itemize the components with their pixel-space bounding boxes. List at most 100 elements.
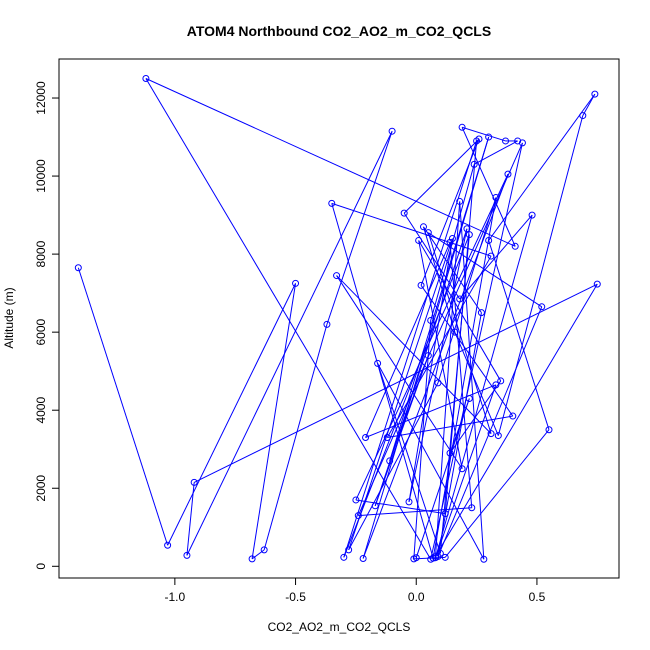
series-segment [263,324,328,551]
series-segment [362,173,509,559]
series-segment [430,164,475,321]
series-segment [473,140,518,165]
data-point [417,281,425,289]
series-segment [167,283,297,546]
series-segment [488,93,596,241]
y-tick-label: 4000 [34,397,48,424]
data-point [434,379,442,387]
series-segment [408,238,453,502]
data-point [383,434,391,442]
data-point [504,170,512,178]
data-point [424,229,432,237]
series-segment [326,131,393,325]
data-point [480,555,488,563]
data-point [412,554,420,562]
y-tick-label: 10000 [34,159,48,193]
series-segment [348,382,439,551]
x-tick-label: 0.0 [408,590,425,604]
series-segment [355,173,509,501]
data-point [477,309,485,317]
data-point [248,555,256,563]
data-point [487,430,495,438]
data-point [470,160,478,168]
series-segment [358,507,472,517]
data-point [352,496,360,504]
data-point [446,449,454,457]
data-point [386,457,394,465]
y-tick-label: 2000 [34,475,48,502]
y-tick-label: 8000 [34,240,48,267]
data-point [74,264,82,272]
data-point [538,303,546,311]
series-segment [423,226,482,313]
series-segment [377,363,441,554]
data-point [458,123,466,131]
data-point [487,252,495,260]
series-segment [336,275,492,434]
data-point [497,377,505,385]
y-tick-label: 6000 [34,318,48,345]
series-segment [444,429,550,558]
data-point [465,394,473,402]
series-segment [437,306,543,557]
series-segment [582,93,596,116]
series-segment [459,214,533,300]
data-point [345,546,353,554]
series-segment [418,240,502,382]
series-segment [418,240,463,469]
series-segment [415,398,470,558]
series-line [77,78,598,560]
series-segment [362,136,490,559]
series-segment [449,242,473,508]
data-point [456,197,464,205]
data-point [446,238,454,246]
series-segment [251,283,297,559]
data-point [427,555,435,563]
series-segment [145,78,432,560]
series-segment [437,312,482,557]
series-segment [186,130,393,556]
series-segment [343,140,478,558]
data-point [458,465,466,473]
series-segment [186,482,195,556]
data-point [333,272,341,280]
y-axis: 0 2000 4000 6000 8000 10000 12000 [34,81,60,570]
series-segment [435,384,497,558]
series-segment [331,203,434,559]
series-segment [488,240,550,430]
series-segment [435,201,461,557]
data-point [494,432,502,440]
data-point [441,553,449,561]
y-tick-label: 0 [34,563,48,570]
data-point [528,211,536,219]
data-point [340,553,348,561]
data-point [292,279,300,287]
series-segment [374,228,468,506]
y-axis-label: Altitude (m) [2,287,16,348]
series-segment [365,384,497,438]
data-point [388,127,396,135]
data-point [456,295,464,303]
series-segment [413,320,432,559]
series-segment [77,267,169,546]
series-segment [357,142,523,516]
data-point [434,553,442,561]
series-segment [461,126,506,142]
series-segment [420,285,514,417]
series-segment [435,283,598,557]
data-point [468,504,476,512]
series-segment [497,115,584,436]
chart-title: ATOM4 Northbound CO2_AO2_m_CO2_QCLS [187,23,491,39]
series-segment [449,380,502,454]
data-point [164,541,172,549]
data-point [492,381,500,389]
data-point [485,236,493,244]
data-point [354,512,362,520]
series-segment [251,549,265,560]
data-point [190,478,198,486]
data-point [463,225,471,233]
series-segment [432,197,497,559]
data-point [591,90,599,98]
plot-frame [58,58,620,579]
x-axis: -1.0 -0.5 0.0 0.5 [165,577,546,604]
